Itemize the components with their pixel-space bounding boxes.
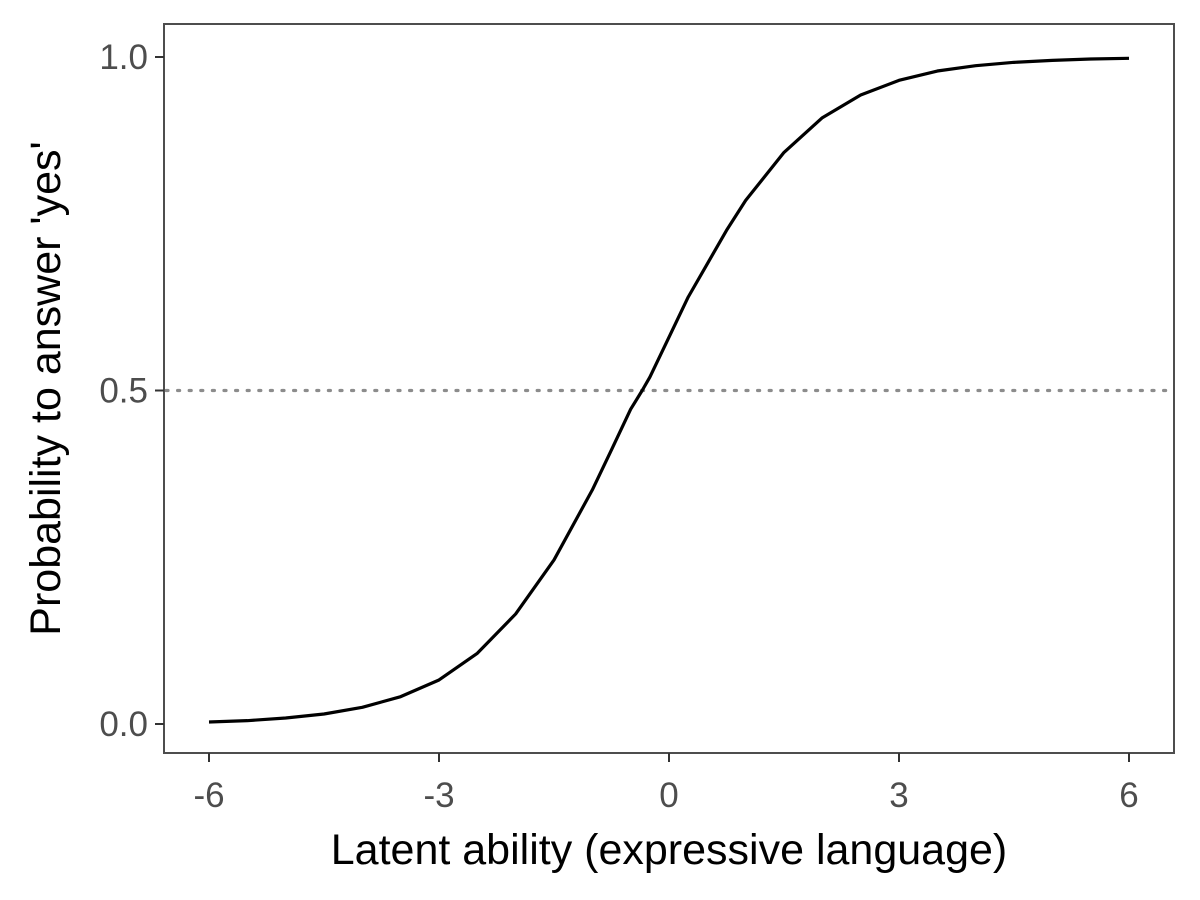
y-axis-title: Probability to answer 'yes'	[22, 141, 70, 635]
x-axis: -6 -3 0 3 6	[193, 753, 1139, 815]
series-layer	[208, 56, 1130, 724]
plot-panel-border	[163, 23, 1175, 754]
x-axis-title: Latent ability (expressive language)	[331, 826, 1007, 874]
series-line-0	[208, 56, 1130, 724]
x-tick-label: 3	[889, 776, 908, 815]
y-tick-label: 1.0	[99, 38, 148, 77]
x-tick-label: -3	[423, 776, 454, 815]
y-tick-label: 0.0	[99, 705, 148, 744]
x-tick-label: -6	[193, 776, 224, 815]
y-axis: 0.0 0.5 1.0	[99, 38, 164, 744]
x-tick-label: 6	[1119, 776, 1138, 815]
y-tick-label: 0.5	[99, 372, 148, 411]
x-tick-label: 0	[659, 776, 678, 815]
